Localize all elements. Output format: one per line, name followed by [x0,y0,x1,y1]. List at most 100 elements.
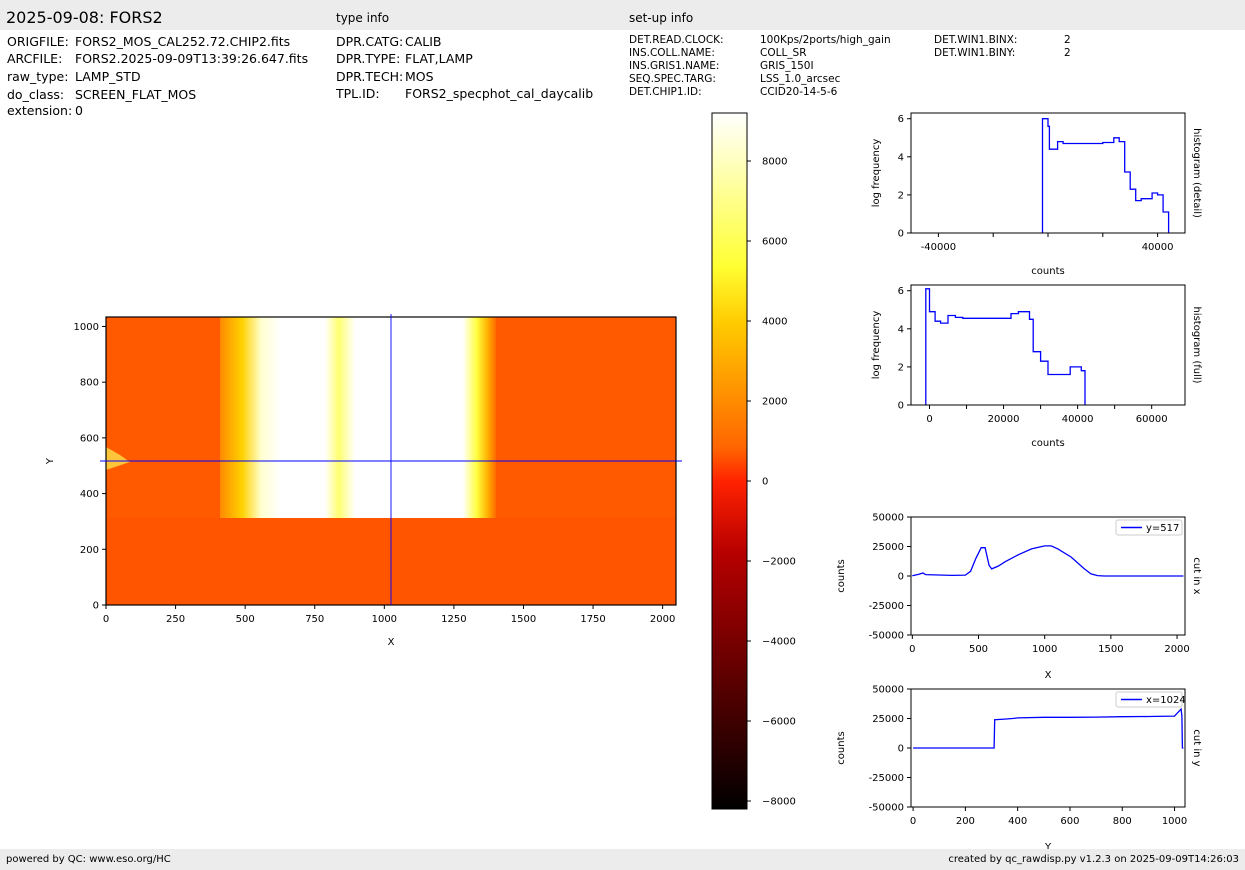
colorbar-tick-label: 0 [762,477,768,488]
info-value: FORS2.2025-09-09T13:39:26.647.fits [75,51,309,66]
cut-y-line [913,707,1184,749]
hist-detail-x-tick-label: 40000 [1142,242,1174,253]
cut-x-panel: 0 500 1000 1500 2000 -50000 -25000 0 25000 50000 X… [836,513,1202,682]
cut-y-y-tick-label: -50000 [869,803,904,814]
hist-full-x-tick-label: 60000 [1136,414,1168,425]
info-key: SEQ.SPEC.TARG: [629,73,716,85]
image-x-tick-label: 1750 [580,614,605,625]
info-key: DET.CHIP1.ID: [629,86,702,98]
crosshair [100,314,682,605]
cut-y-x-tick-label: 0 [910,816,916,827]
info-value: FLAT,LAMP [405,51,473,66]
info-key: ORIGFILE: [7,34,69,49]
image-bright-region [220,317,496,518]
hist-full-y-label: log frequency [871,311,882,380]
cut-x-y-tick-label: -25000 [869,601,904,612]
info-key: DET.READ.CLOCK: [629,34,724,46]
hist-full-x-label: counts [1031,438,1064,449]
cut-y-y-tick-label: -25000 [869,773,904,784]
hist-full-line [925,288,1086,405]
hist-detail-frame [910,112,1186,234]
info-value: CCID20-14-5-6 [760,86,838,98]
info-key: DET.WIN1.BINX: [934,34,1018,46]
image-y-tick-label: 400 [80,489,99,500]
colorbar-tick-label: −6000 [762,717,796,728]
hist-detail-y-label: log frequency [871,139,882,208]
info-value: CALIB [405,34,442,49]
header-bar [0,0,1245,30]
cut-y-legend [1115,691,1183,708]
info-key: extension: [7,103,73,118]
colorbar-ticks: −8000 −6000 −4000 −2000 0 2000 4000 6000 8000 [747,157,796,808]
image-axes: 0 250 500 750 1000 1250 1500 1750 2000 0 200 400 600… [45,322,675,648]
colorbar-tick-label: −4000 [762,637,796,648]
info-key: DPR.TECH: [336,69,404,84]
cut-x-line [912,545,1184,577]
page-title: 2025-09-08: FORS2 [6,8,163,27]
hist-full-y-tick-label: 0 [898,401,904,412]
hist-full-x-tick-label: 40000 [1062,414,1094,425]
histogram-detail-panel: -40000 40000 0 2 4 6 counts log frequency histog… [871,112,1202,277]
hist-detail-y-tick-label: 0 [898,229,904,240]
setup-info-heading: set-up info [629,11,694,25]
image-x-tick-label: 250 [166,614,185,625]
info-key: do_class: [7,87,65,102]
cut-y-y-tick-label: 50000 [872,685,904,696]
info-key: DPR.CATG: [336,34,404,49]
cut-x-legend [1115,519,1183,536]
hist-full-y-tick-label: 4 [898,324,904,335]
info-value: GRIS_150I [760,60,814,72]
cut-y-x-tick-label: 1000 [1162,816,1187,827]
hist-detail-x-label: counts [1031,266,1064,277]
colorbar-tick-label: 4000 [762,317,787,328]
cut-y-x-tick-label: 800 [1113,816,1132,827]
info-value: LSS_1.0_arcsec [760,73,841,85]
colorbar-tick-label: −8000 [762,797,796,808]
colorbar: −8000 −6000 −4000 −2000 0 2000 4000 6000 8000 [711,112,796,810]
cut-x-x-tick-label: 500 [969,644,988,655]
image-x-tick-label: 1250 [441,614,466,625]
colorbar-gradient [711,112,748,810]
cut-y-x-tick-label: 200 [956,816,975,827]
image-y-tick-label: 1000 [74,322,99,333]
info-key: DET.WIN1.BINY: [934,47,1016,59]
hist-full-x-tick-label: 0 [926,414,932,425]
info-value: FORS2_specphot_cal_daycalib [405,86,594,101]
image-y-label: Y [45,457,56,465]
cut-x-legend-label: y=517 [1146,523,1179,534]
info-key: ARCFILE: [7,51,63,66]
image-hot-spot [106,447,130,470]
hist-detail-y-tick-label: 4 [898,152,904,163]
info-key: INS.GRIS1.NAME: [629,60,720,72]
info-value: LAMP_STD [75,69,141,84]
cut-y-y-label: counts [836,731,847,764]
colorbar-tick-label: −2000 [762,557,796,568]
cut-x-x-tick-label: 0 [909,644,915,655]
cut-y-x-tick-label: 600 [1060,816,1079,827]
info-value: 2 [1064,34,1071,46]
footer-right: created by qc_rawdisp.py v1.2.3 on 2025-… [948,854,1239,865]
info-value: 0 [75,103,83,118]
info-key: INS.COLL.NAME: [629,47,715,59]
image-y-tick-label: 200 [80,545,99,556]
info-value: COLL_SR [760,47,807,59]
hist-detail-x-tick-label: -40000 [921,242,956,253]
histogram-full-panel: 0 20000 40000 60000 0 2 4 6 counts log frequency h… [871,284,1202,449]
image-x-label: X [388,637,395,648]
cut-x-y-label: counts [836,559,847,592]
hist-full-side-label: histogram (full) [1191,306,1202,383]
info-value: FORS2_MOS_CAL252.72.CHIP2.fits [75,34,291,49]
hist-full-y-tick-label: 2 [898,362,904,373]
footer-left: powered by QC: www.eso.org/HC [6,854,171,865]
image-x-tick-label: 500 [236,614,255,625]
image-x-tick-label: 1000 [372,614,397,625]
info-key: raw_type: [7,69,69,84]
info-key: DPR.TYPE: [336,51,401,66]
hist-full-y-tick-label: 6 [898,286,904,297]
image-x-tick-label: 1500 [511,614,536,625]
cut-x-y-tick-label: 50000 [872,513,904,524]
hist-detail-y-tick-label: 2 [898,190,904,201]
cut-x-y-tick-label: 25000 [872,542,904,553]
cut-x-y-tick-label: -50000 [869,631,904,642]
